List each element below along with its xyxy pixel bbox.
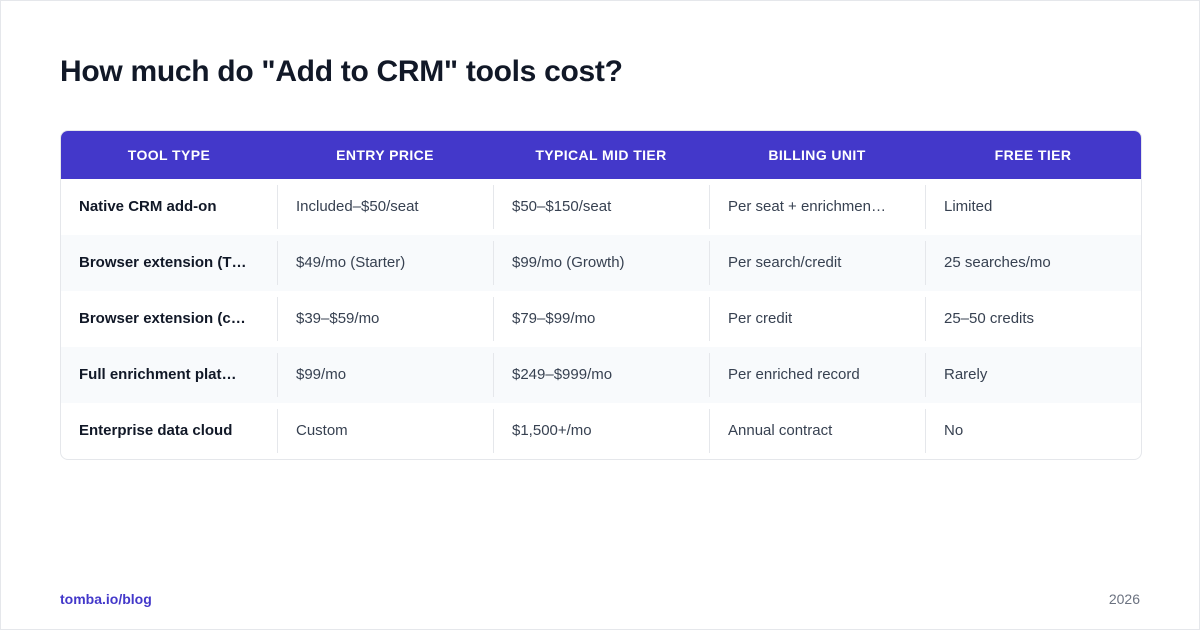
cell-free-tier: 25 searches/mo	[925, 241, 1141, 285]
cell-mid-tier: $1,500+/mo	[493, 409, 709, 453]
cell-free-tier: 25–50 credits	[925, 297, 1141, 341]
cell-mid-tier: $79–$99/mo	[493, 297, 709, 341]
cell-entry-price: $49/mo (Starter)	[277, 241, 493, 285]
table-row: Enterprise data cloud Custom $1,500+/mo …	[61, 403, 1141, 459]
cell-billing-unit: Per credit	[709, 297, 925, 341]
cell-free-tier: Limited	[925, 185, 1141, 229]
cell-billing-unit: Per search/credit	[709, 241, 925, 285]
cell-billing-unit: Per enriched record	[709, 353, 925, 397]
cell-tool-type: Native CRM add-on	[79, 198, 217, 215]
cell-entry-price: Custom	[277, 409, 493, 453]
cell-billing-unit: Per seat + enrichmen…	[709, 185, 925, 229]
table-row: Browser extension (T… $49/mo (Starter) $…	[61, 235, 1141, 291]
pricing-table: TOOL TYPE ENTRY PRICE TYPICAL MID TIER B…	[60, 130, 1142, 460]
cell-tool-type: Browser extension (c…	[79, 310, 246, 327]
table-header: TOOL TYPE ENTRY PRICE TYPICAL MID TIER B…	[61, 131, 1141, 179]
cell-entry-price: Included–$50/seat	[277, 185, 493, 229]
table-row: Browser extension (c… $39–$59/mo $79–$99…	[61, 291, 1141, 347]
header-billing-unit: BILLING UNIT	[768, 147, 866, 163]
cell-billing-unit: Annual contract	[709, 409, 925, 453]
header-typical-mid-tier: TYPICAL MID TIER	[535, 147, 667, 163]
cell-mid-tier: $99/mo (Growth)	[493, 241, 709, 285]
cell-mid-tier: $50–$150/seat	[493, 185, 709, 229]
header-free-tier: FREE TIER	[994, 147, 1072, 163]
cell-free-tier: No	[925, 409, 1141, 453]
blog-link[interactable]: tomba.io/blog	[60, 591, 152, 607]
page-title: How much do "Add to CRM" tools cost?	[60, 55, 623, 88]
header-tool-type: TOOL TYPE	[127, 147, 211, 163]
cell-entry-price: $39–$59/mo	[277, 297, 493, 341]
cell-mid-tier: $249–$999/mo	[493, 353, 709, 397]
footer-year: 2026	[1108, 591, 1140, 607]
cell-tool-type: Browser extension (T…	[79, 254, 247, 271]
cell-entry-price: $99/mo	[277, 353, 493, 397]
header-entry-price: ENTRY PRICE	[336, 147, 434, 163]
cell-free-tier: Rarely	[925, 353, 1141, 397]
table-row: Native CRM add-on Included–$50/seat $50–…	[61, 179, 1141, 235]
cell-tool-type: Enterprise data cloud	[79, 422, 233, 439]
table-row: Full enrichment plat… $99/mo $249–$999/m…	[61, 347, 1141, 403]
cell-tool-type: Full enrichment plat…	[79, 366, 237, 383]
